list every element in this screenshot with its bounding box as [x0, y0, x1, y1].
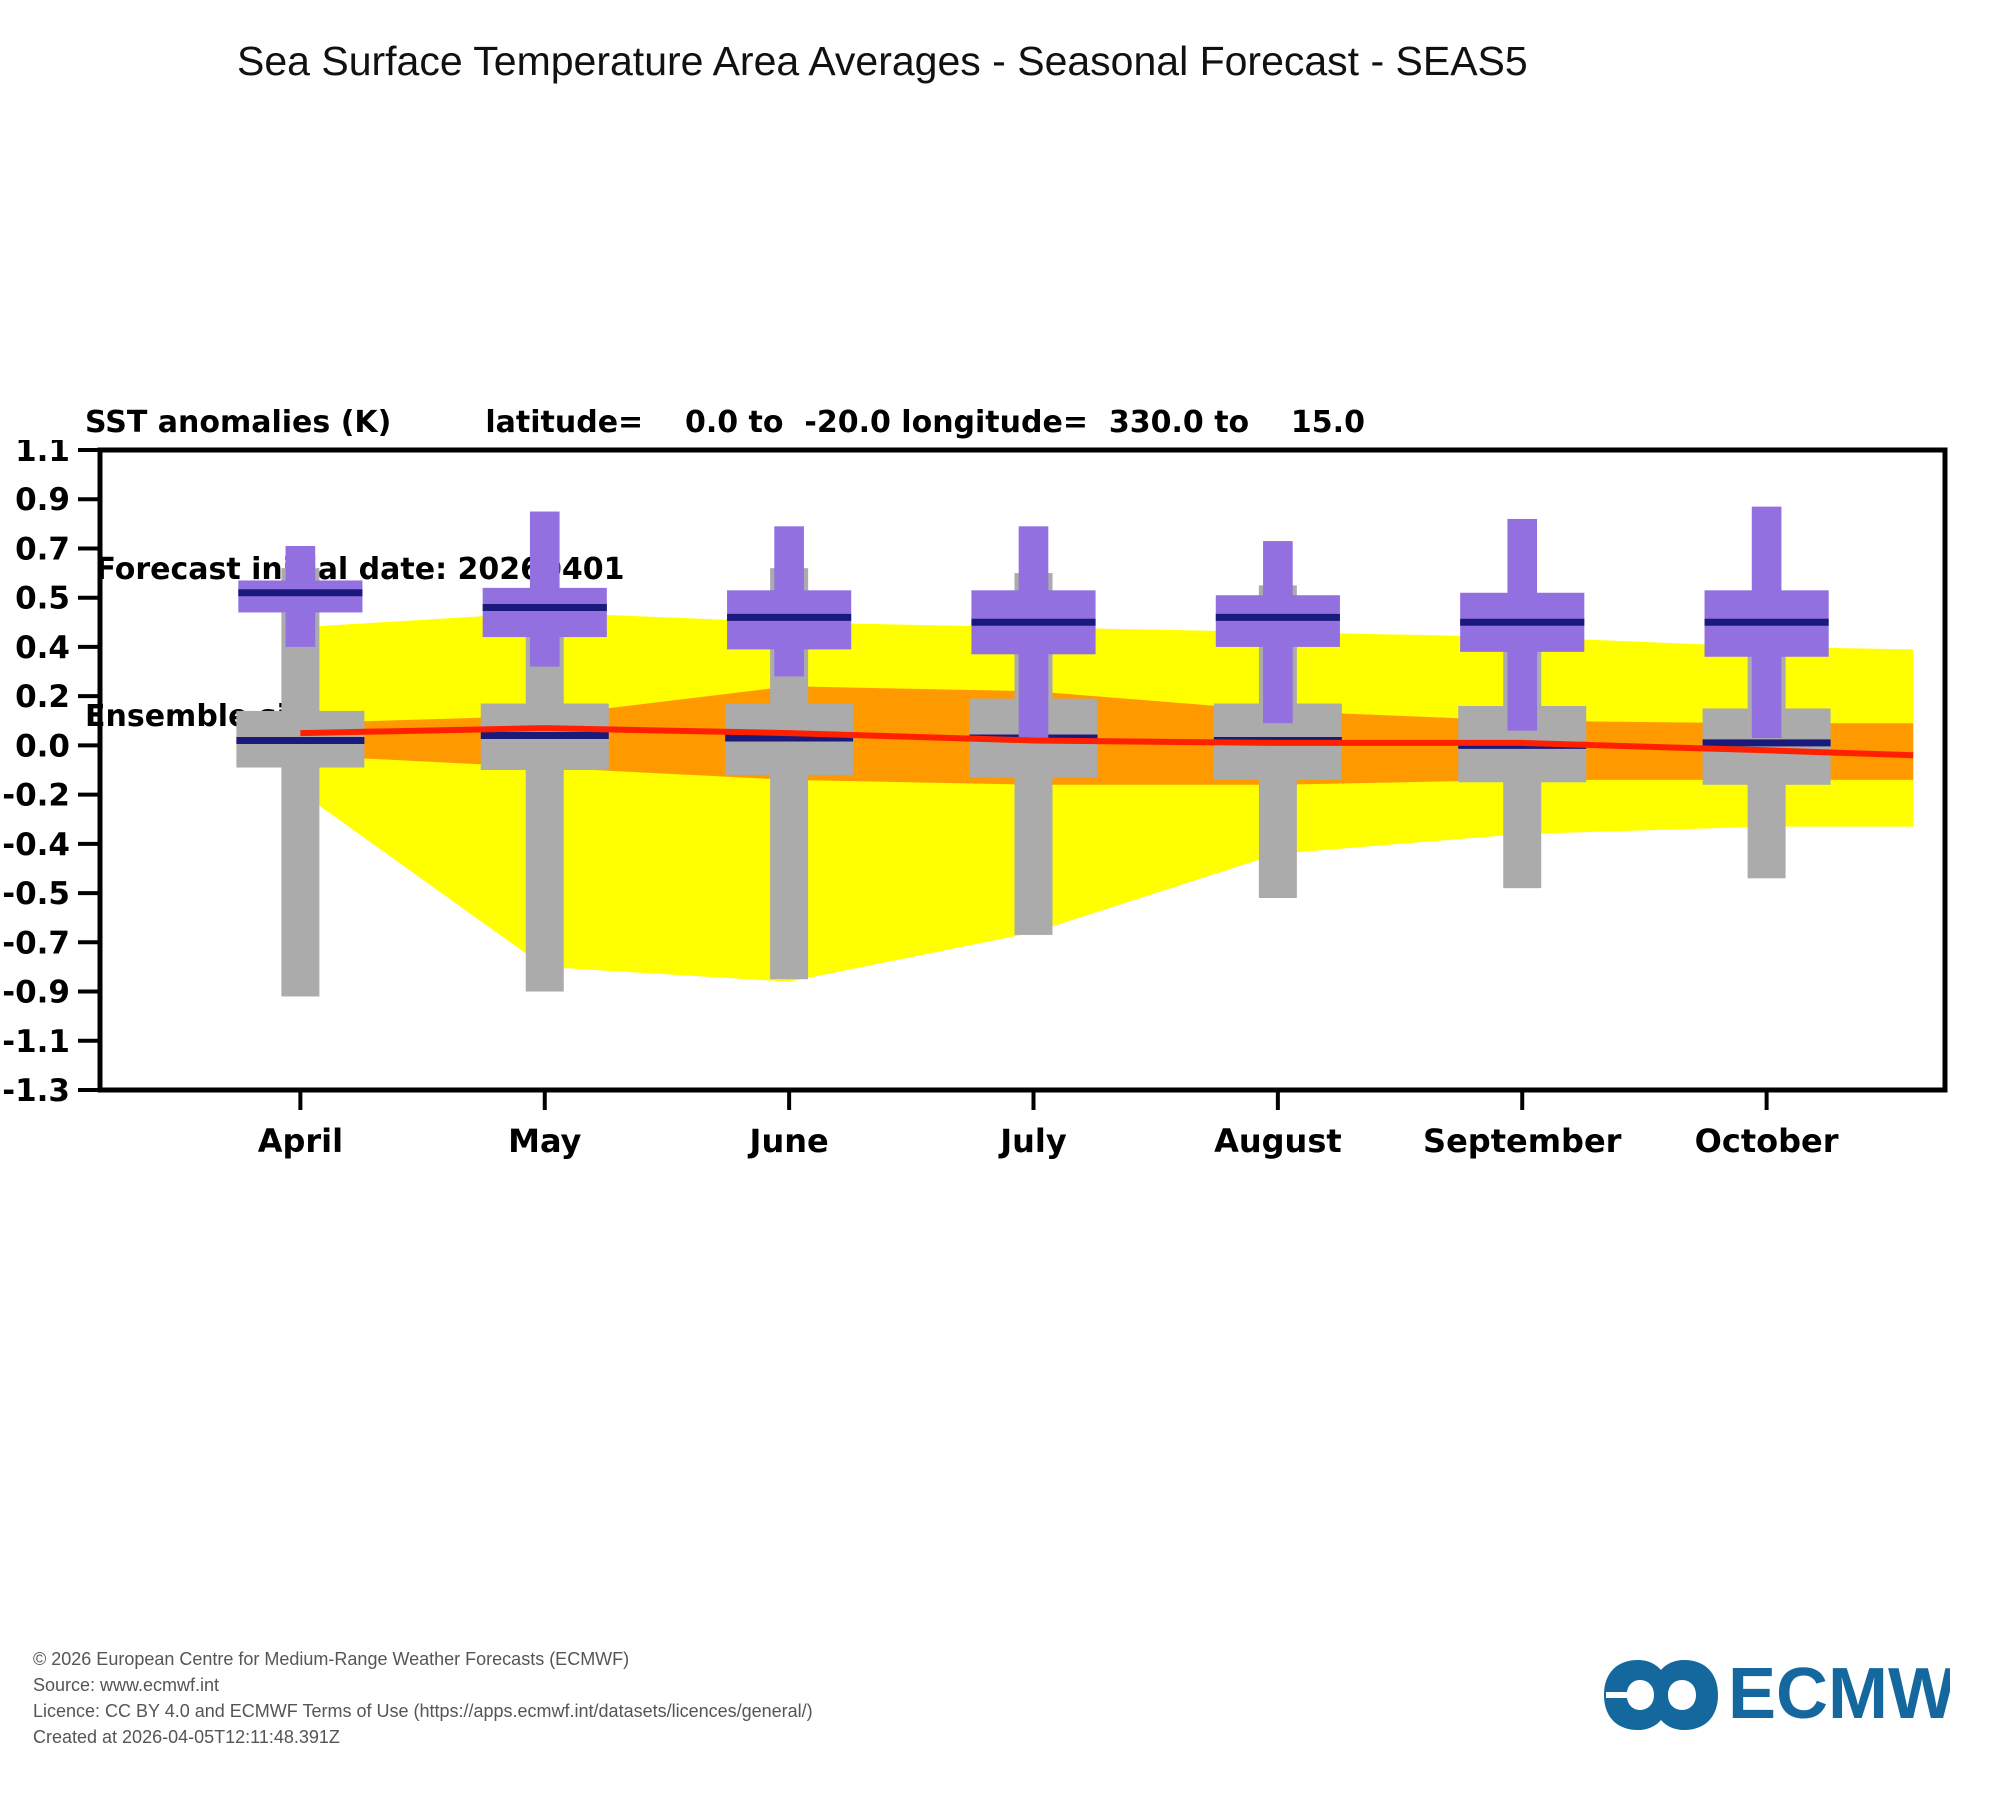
- box-whisker-october-forecast: [1704, 506, 1829, 738]
- box-whisker-august-forecast: [1215, 541, 1340, 724]
- y-tick-label: 0.2: [15, 679, 70, 715]
- y-tick-label: -0.4: [2, 827, 70, 863]
- footer-copyright: © 2026 European Centre for Medium-Range …: [33, 1649, 630, 1669]
- quartile-box: [1215, 595, 1340, 647]
- box-whisker-september-forecast: [1460, 518, 1585, 731]
- box-whisker-may-forecast: [482, 511, 607, 667]
- y-tick-label: -1.3: [2, 1073, 70, 1109]
- y-tick-label: -0.9: [2, 975, 70, 1011]
- box-whisker-chart: 1.1 0.9 0.7 0.5 0.4 0.2 0.0 -0.2 -0.4 -0.5 -0.7 -0.…: [2, 440, 1948, 1160]
- y-tick-label: 0.4: [15, 630, 70, 666]
- ecmwf-logo-text: ECMWF: [1728, 1654, 1950, 1734]
- footer-source: Source: www.ecmwf.int: [33, 1675, 220, 1695]
- ecmwf-logo-mark: [1604, 1660, 1718, 1730]
- x-tick-label-september: September: [1423, 1122, 1622, 1160]
- chart-container: 1.1 0.9 0.7 0.5 0.4 0.2 0.0 -0.2 -0.4 -0.5 -0.7 -0.…: [0, 440, 2000, 1400]
- box-whisker-june-forecast: [727, 526, 852, 677]
- header-line-variable-domain: SST anomalies (K) latitude= 0.0 to -20.0…: [85, 405, 1365, 440]
- x-tick-label-august: August: [1214, 1122, 1342, 1160]
- box-whisker-april-forecast: [238, 546, 363, 647]
- x-tick-label-april: April: [258, 1122, 343, 1160]
- ecmwf-logo: ECMWF: [1604, 1654, 1950, 1734]
- quartile-box: [238, 580, 363, 613]
- y-tick-label: -1.1: [2, 1024, 70, 1060]
- y-tick-label: 1.1: [15, 440, 70, 469]
- quartile-box: [482, 587, 607, 638]
- y-tick-label: 0.9: [15, 482, 70, 518]
- plot-frame: [97, 447, 1948, 1093]
- page-title: Sea Surface Temperature Area Averages - …: [237, 38, 1528, 84]
- box-whisker-july-forecast: [971, 526, 1096, 738]
- y-axis-ticks: 1.1 0.9 0.7 0.5 0.4 0.2 0.0 -0.2 -0.4 -0.5 -0.7 -0.…: [2, 440, 100, 1109]
- x-tick-label-october: October: [1695, 1122, 1839, 1160]
- y-tick-label: 0.5: [15, 581, 70, 617]
- y-tick-label: 0.7: [15, 531, 70, 567]
- footer-created: Created at 2026-04-05T12:11:48.391Z: [33, 1727, 340, 1747]
- y-tick-label: -0.2: [2, 778, 70, 814]
- x-axis-ticks: April May June July August September October: [258, 1090, 1839, 1160]
- y-tick-label: -0.5: [2, 876, 70, 912]
- y-tick-label: 0.0: [15, 728, 70, 764]
- analysis-median-line: [300, 725, 1914, 759]
- x-tick-label-may: May: [508, 1122, 581, 1160]
- footer-credits: © 2026 European Centre for Medium-Range …: [33, 1646, 1133, 1750]
- x-tick-label-june: June: [748, 1122, 829, 1160]
- y-tick-label: -0.7: [2, 925, 70, 961]
- footer-licence: Licence: CC BY 4.0 and ECMWF Terms of Us…: [33, 1701, 813, 1721]
- x-tick-label-july: July: [998, 1122, 1067, 1160]
- axis-layer: 1.1 0.9 0.7 0.5 0.4 0.2 0.0 -0.2 -0.4 -0.5 -0.7 -0.…: [2, 440, 1948, 1160]
